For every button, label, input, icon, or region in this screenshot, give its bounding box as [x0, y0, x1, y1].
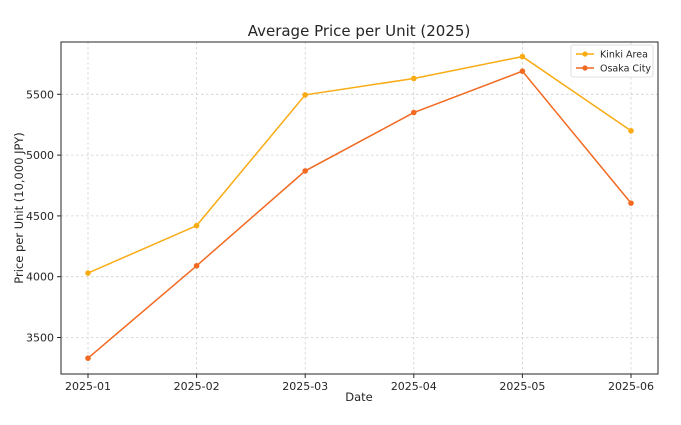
data-point-osaka-city: [193, 262, 200, 269]
x-tick-label: 2025-05: [499, 380, 545, 393]
series-line-kinki-area: [87, 55, 632, 274]
legend-label: Osaka City: [600, 64, 651, 75]
data-point-kinki-area: [85, 270, 91, 276]
x-tick-label: 2025-01: [65, 380, 111, 393]
y-tick-label: 4000: [26, 271, 54, 284]
data-point-osaka-city: [411, 109, 417, 116]
legend-item-kinki-area: Kinki Area: [576, 50, 648, 61]
y-axis: 3500 4000 4500 5000 5500: [26, 42, 62, 374]
series-kinki-area: [85, 53, 634, 276]
x-axis-label: Date: [345, 390, 373, 404]
x-tick-label: 2025-06: [608, 380, 654, 393]
series-line-osaka-city: [87, 70, 632, 359]
x-tick-label: 2025-03: [282, 380, 328, 393]
y-tick-label: 3500: [26, 332, 54, 345]
data-point-osaka-city: [302, 168, 309, 174]
y-tick-label: 5000: [26, 149, 54, 162]
legend-box: [570, 44, 654, 78]
chart-title: Average Price per Unit (2025): [248, 22, 471, 40]
y-axis-label: Price per Unit (10,000 JPY): [12, 132, 26, 284]
data-point-osaka-city: [628, 200, 634, 206]
x-tick-label: 2025-04: [391, 380, 437, 393]
data-point-osaka-city: [519, 68, 526, 74]
y-tick-label: 4500: [26, 210, 54, 223]
x-tick-label: 2025-02: [174, 380, 220, 393]
legend: Kinki Area Osaka City: [570, 44, 654, 78]
grid: [61, 42, 658, 374]
x-axis: 2025-01 2025-02 2025-03 2025-04 2025-05 2025-…: [61, 373, 658, 393]
data-point-kinki-area: [519, 53, 526, 60]
data-point-kinki-area: [193, 222, 200, 229]
legend-item-osaka-city: Osaka City: [576, 64, 651, 75]
plot-area-frame: [60, 41, 659, 375]
series-osaka-city: [85, 68, 634, 361]
legend-marker: [582, 65, 588, 71]
legend-label: Kinki Area: [600, 50, 648, 61]
legend-marker: [582, 51, 588, 57]
data-point-kinki-area: [411, 75, 417, 82]
data-point-osaka-city: [85, 355, 91, 361]
data-point-kinki-area: [302, 92, 309, 98]
y-tick-label: 5500: [26, 88, 54, 101]
data-point-kinki-area: [628, 127, 634, 134]
series-layer: [85, 53, 634, 361]
